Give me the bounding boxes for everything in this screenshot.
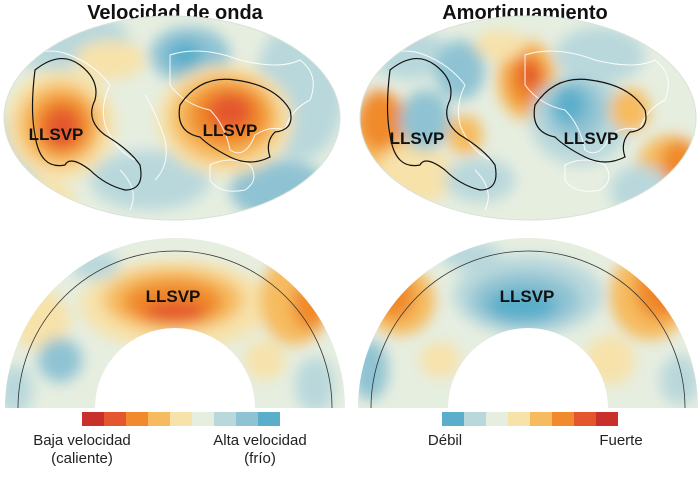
velocity-swatch-2 — [126, 412, 148, 426]
left-panel-title: Velocidad de onda — [87, 2, 263, 24]
attenuation-map — [360, 16, 696, 220]
llsvp-label-attenuation-africa: LLSVP — [390, 129, 445, 148]
legend-low-velocity-line2: (caliente) — [51, 450, 113, 467]
llsvp-label-attenuation-pacific: LLSVP — [564, 129, 619, 148]
velocity-swatch-8 — [258, 412, 280, 426]
attenuation-swatch-2 — [486, 412, 508, 426]
velocity-swatch-3 — [148, 412, 170, 426]
llsvp-label-attenuation-section: LLSVP — [500, 287, 555, 306]
llsvp-label-velocity-section: LLSVP — [146, 287, 201, 306]
llsvp-label-velocity-africa: LLSVP — [29, 125, 84, 144]
legend-weak: Débil — [427, 432, 463, 449]
velocity-swatch-5 — [192, 412, 214, 426]
velocity-swatch-4 — [170, 412, 192, 426]
attenuation-color-scale — [442, 412, 618, 426]
legend-high-velocity: Alta velocidad (frío) — [200, 432, 320, 468]
attenuation-cross-section — [358, 238, 698, 408]
velocity-swatch-0 — [82, 412, 104, 426]
attenuation-swatch-7 — [596, 412, 618, 426]
attenuation-swatch-0 — [442, 412, 464, 426]
velocity-swatch-7 — [236, 412, 258, 426]
llsvp-label-velocity-pacific: LLSVP — [203, 121, 258, 140]
attenuation-swatch-3 — [508, 412, 530, 426]
attenuation-swatch-4 — [530, 412, 552, 426]
velocity-swatch-1 — [104, 412, 126, 426]
attenuation-swatch-6 — [574, 412, 596, 426]
legend-low-velocity: Baja velocidad (caliente) — [22, 432, 142, 468]
legend-high-velocity-line2: (frío) — [244, 450, 276, 467]
legend-high-velocity-line1: Alta velocidad — [213, 432, 307, 449]
velocity-cross-section — [5, 238, 345, 408]
attenuation-swatch-5 — [552, 412, 574, 426]
legend-strong: Fuerte — [599, 432, 643, 449]
attenuation-swatch-1 — [464, 412, 486, 426]
velocity-swatch-6 — [214, 412, 236, 426]
velocity-map — [4, 16, 340, 220]
legend-low-velocity-line1: Baja velocidad — [33, 432, 131, 449]
velocity-color-scale — [82, 412, 280, 426]
